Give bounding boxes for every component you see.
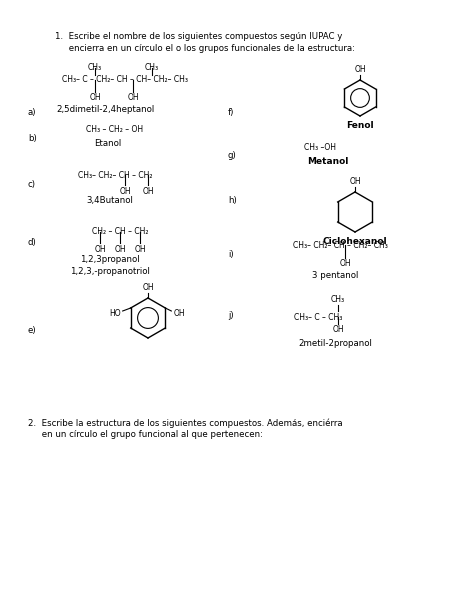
Text: encierra en un círculo el o los grupos funcionales de la estructura:: encierra en un círculo el o los grupos f… — [55, 44, 355, 53]
Text: CH₂ – CH – CH₂: CH₂ – CH – CH₂ — [92, 227, 148, 237]
Text: 3 pentanol: 3 pentanol — [312, 270, 358, 280]
Text: OH: OH — [354, 66, 366, 75]
Text: OH: OH — [119, 186, 131, 196]
Text: OH: OH — [134, 245, 146, 254]
Text: HO: HO — [109, 310, 120, 319]
Text: 3,4Butanol: 3,4Butanol — [87, 197, 134, 205]
Text: 2.  Escribe la estructura de los siguientes compuestos. Además, enciérra: 2. Escribe la estructura de los siguient… — [28, 418, 343, 427]
Text: d): d) — [28, 237, 37, 246]
Text: 1,2,3propanol: 1,2,3propanol — [80, 256, 140, 264]
Text: en un círculo el grupo funcional al que pertenecen:: en un círculo el grupo funcional al que … — [28, 430, 263, 439]
Text: CH₃ – CH₂ – OH: CH₃ – CH₂ – OH — [86, 126, 144, 134]
Text: 2,5dimetil-2,4heptanol: 2,5dimetil-2,4heptanol — [56, 105, 154, 115]
Text: 1,2,3,-propanotriol: 1,2,3,-propanotriol — [70, 267, 150, 275]
Text: 2metil-2propanol: 2metil-2propanol — [298, 338, 372, 348]
Text: j): j) — [228, 311, 234, 319]
Text: OH: OH — [332, 326, 344, 335]
Text: c): c) — [28, 180, 36, 189]
Text: OH: OH — [173, 310, 185, 319]
Text: CH₃– C – CH₂– CH – CH– CH₂– CH₃: CH₃– C – CH₂– CH – CH– CH₂– CH₃ — [62, 75, 188, 85]
Text: OH: OH — [142, 283, 154, 292]
Text: OH: OH — [114, 245, 126, 254]
Text: f): f) — [228, 107, 234, 116]
Text: e): e) — [28, 326, 36, 335]
Text: CH₃: CH₃ — [88, 64, 102, 72]
Text: OH: OH — [349, 178, 361, 186]
Text: CH₃ –OH: CH₃ –OH — [304, 143, 336, 153]
Text: OH: OH — [127, 94, 139, 102]
Text: CH₃– C – CH₃: CH₃– C – CH₃ — [294, 313, 342, 321]
Text: i): i) — [228, 251, 234, 259]
Text: g): g) — [228, 151, 237, 159]
Text: b): b) — [28, 134, 37, 142]
Text: CH₃– CH₂– CH – CH₂– CH₃: CH₃– CH₂– CH – CH₂– CH₃ — [292, 240, 387, 249]
Text: OH: OH — [142, 186, 154, 196]
Text: Ciclohexanol: Ciclohexanol — [323, 237, 387, 246]
Text: CH₃: CH₃ — [331, 295, 345, 305]
Text: OH: OH — [94, 245, 106, 254]
Text: Fenol: Fenol — [346, 121, 374, 131]
Text: CH₃– CH₂– CH – CH₂: CH₃– CH₂– CH – CH₂ — [78, 170, 152, 180]
Text: OH: OH — [89, 94, 101, 102]
Text: Etanol: Etanol — [94, 139, 122, 148]
Text: 1.  Escribe el nombre de los siguientes compuestos según IUPAC y: 1. Escribe el nombre de los siguientes c… — [55, 32, 342, 41]
Text: h): h) — [228, 196, 237, 205]
Text: OH: OH — [339, 259, 351, 268]
Text: a): a) — [28, 107, 36, 116]
Text: Metanol: Metanol — [307, 158, 349, 167]
Text: CH₃: CH₃ — [145, 64, 159, 72]
